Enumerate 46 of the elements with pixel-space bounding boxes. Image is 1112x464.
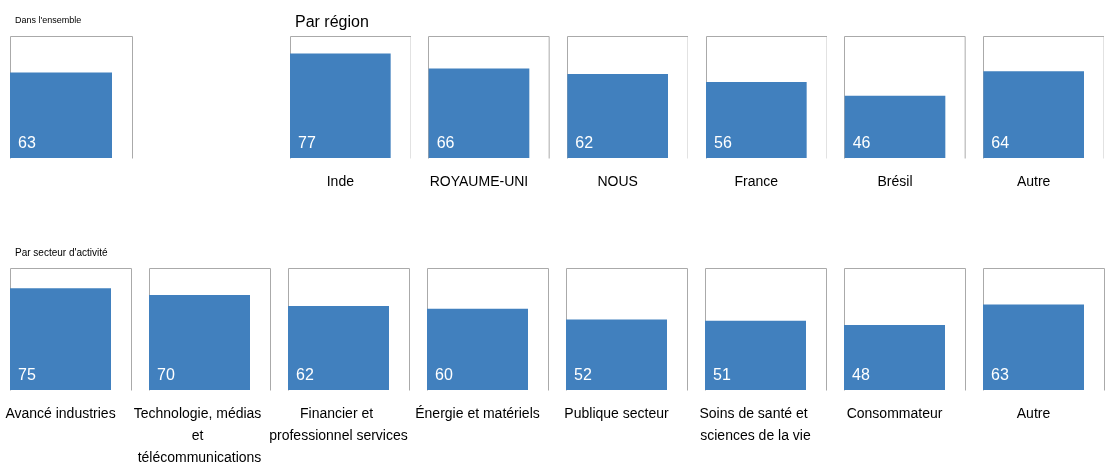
bar	[566, 319, 667, 390]
bar	[290, 53, 391, 158]
bar	[705, 320, 806, 390]
data-label: 56	[714, 133, 732, 151]
data-label: 63	[18, 133, 36, 151]
bar	[983, 71, 1084, 158]
bar	[706, 82, 807, 158]
x-tick-label: Brésil	[877, 173, 913, 189]
x-tick-label: Consommateur	[846, 405, 943, 421]
x-tick-label: ROYAUME-UNI	[429, 173, 529, 189]
data-label: 62	[296, 365, 314, 383]
bar	[983, 304, 1084, 390]
x-tick-label: Autre	[1016, 173, 1051, 189]
data-label: 52	[574, 365, 592, 383]
data-label: 63	[991, 365, 1009, 383]
data-label: 66	[436, 133, 455, 151]
x-tick-label: Publique secteur	[564, 405, 669, 421]
data-label: 64	[991, 133, 1010, 151]
bar	[288, 305, 389, 390]
bar	[844, 324, 945, 390]
bar	[428, 68, 530, 158]
data-label: 70	[157, 365, 175, 383]
data-label: 46	[852, 133, 871, 151]
x-tick-label: France	[734, 173, 779, 189]
x-tick-label: Financier et professionnel services	[269, 405, 408, 443]
x-tick-label: Avancé industries	[5, 405, 116, 421]
chart-title: Par région	[295, 12, 369, 30]
data-label: 48	[852, 365, 870, 383]
data-label: 75	[18, 365, 36, 383]
chart-title: Dans l'ensemble	[15, 14, 82, 25]
data-label: 62	[575, 133, 594, 151]
x-tick-label: Autre	[1016, 405, 1051, 421]
data-label: 51	[713, 365, 731, 383]
x-tick-label: Inde	[326, 173, 355, 189]
x-tick-label: Soins de santé et sciences de la vie	[699, 405, 812, 443]
bar	[844, 95, 946, 158]
data-label: 77	[298, 133, 316, 151]
data-label: 60	[435, 365, 453, 383]
bar	[567, 73, 668, 158]
x-tick-label: Énergie et matériels	[415, 405, 540, 421]
bar	[427, 308, 528, 390]
x-tick-label: Technologie, médias et télécommunications	[133, 405, 266, 464]
chart-title: Par secteur d'activité	[15, 246, 108, 258]
bar	[149, 295, 250, 390]
x-tick-label: NOUS	[597, 173, 638, 189]
bar	[10, 288, 111, 390]
